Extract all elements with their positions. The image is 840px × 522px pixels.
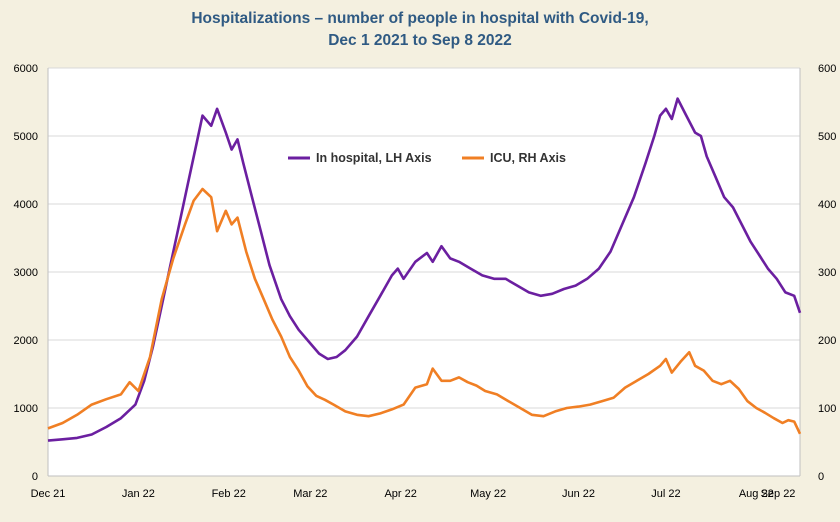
- chart-title: Hospitalizations – number of people in h…: [0, 8, 840, 52]
- x-axis-tick-label: Mar 22: [293, 488, 327, 500]
- left-axis-tick-label: 3000: [14, 267, 38, 279]
- chart-title-line-2: Dec 1 2021 to Sep 8 2022: [328, 32, 512, 49]
- x-axis-tick-label: Jul 22: [651, 488, 680, 500]
- right-axis-tick-label: 600: [818, 63, 836, 75]
- x-axis-tick-label: Feb 22: [212, 488, 246, 500]
- x-axis-tick-label: Sep 22: [761, 488, 796, 500]
- right-axis-tick-label: 100: [818, 403, 836, 415]
- series-line-icu: [47, 187, 802, 435]
- right-axis-tick-label: 400: [818, 199, 836, 211]
- x-axis-tick-label: Apr 22: [384, 488, 416, 500]
- left-axis-tick-label: 6000: [14, 63, 38, 75]
- x-axis-tick-label: Jun 22: [562, 488, 595, 500]
- legend-icu-label: ICU, RH Axis: [490, 151, 566, 165]
- right-axis-tick-label: 300: [818, 267, 836, 279]
- legend-in-hospital-label: In hospital, LH Axis: [316, 151, 432, 165]
- series-line-in-hospital: [47, 97, 802, 442]
- x-axis-tick-label: May 22: [470, 488, 506, 500]
- chart-title-line-1: Hospitalizations – number of people in h…: [191, 10, 649, 27]
- left-axis-tick-label: 5000: [14, 131, 38, 143]
- right-axis-tick-label: 200: [818, 335, 836, 347]
- left-axis-tick-label: 0: [32, 471, 38, 483]
- left-axis-tick-label: 4000: [14, 199, 38, 211]
- right-axis-tick-label: 0: [818, 471, 824, 483]
- x-axis-tick-label: Jan 22: [122, 488, 155, 500]
- left-axis-tick-label: 1000: [14, 403, 38, 415]
- right-axis-tick-label: 500: [818, 131, 836, 143]
- x-axis-tick-label: Dec 21: [31, 488, 66, 500]
- x-axis-tick-label: Aug 22: [739, 488, 774, 500]
- left-axis-tick-label: 2000: [14, 335, 38, 347]
